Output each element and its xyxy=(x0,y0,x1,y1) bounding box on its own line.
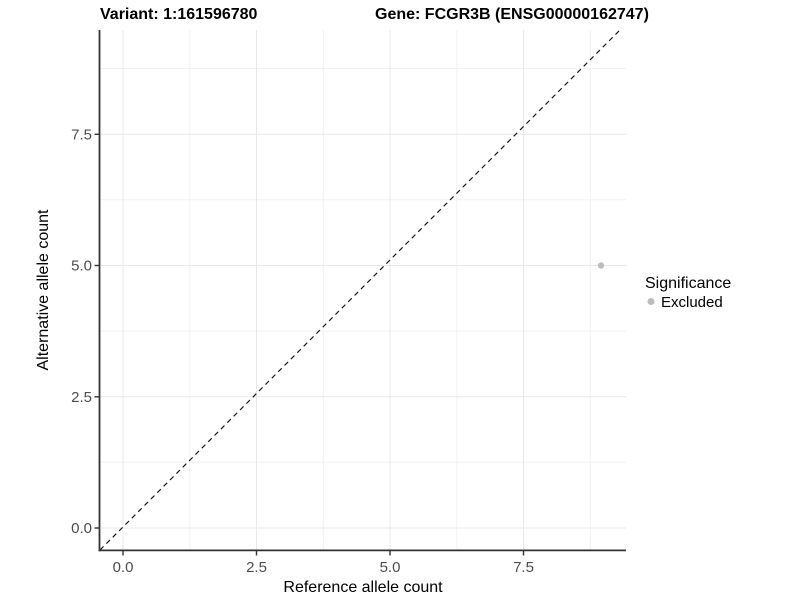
legend-title: Significance xyxy=(645,275,731,292)
y-axis-title: Alternative allele count xyxy=(35,209,52,371)
x-tick-3: 7.5 xyxy=(513,559,534,576)
gene-title: Gene: FCGR3B (ENSG00000162747) xyxy=(375,6,649,23)
grid-major xyxy=(100,30,626,550)
axis-lines xyxy=(98,30,626,552)
y-tick-1: 2.5 xyxy=(71,389,92,406)
x-axis-title: Reference allele count xyxy=(283,579,443,596)
identity-line xyxy=(99,27,623,551)
data-point-excluded xyxy=(597,262,605,269)
x-tick-1: 2.5 xyxy=(246,559,267,576)
grid-minor xyxy=(100,30,626,550)
legend-key-excluded-icon xyxy=(647,298,655,305)
legend-label-excluded: Excluded xyxy=(661,294,723,311)
y-tick-0: 0.0 xyxy=(71,520,92,537)
tick-marks xyxy=(94,133,525,556)
plot-panel xyxy=(100,30,626,550)
legend: Significance Excluded xyxy=(645,275,731,311)
variant-title: Variant: 1:161596780 xyxy=(100,6,258,23)
y-tick-3: 7.5 xyxy=(71,126,92,143)
x-tick-2: 5.0 xyxy=(380,559,401,576)
y-tick-labels: 0.0 2.5 5.0 7.5 xyxy=(71,126,92,537)
y-tick-2: 5.0 xyxy=(71,258,92,275)
x-tick-labels: 0.0 2.5 5.0 7.5 xyxy=(113,559,534,576)
x-tick-0: 0.0 xyxy=(113,559,134,576)
